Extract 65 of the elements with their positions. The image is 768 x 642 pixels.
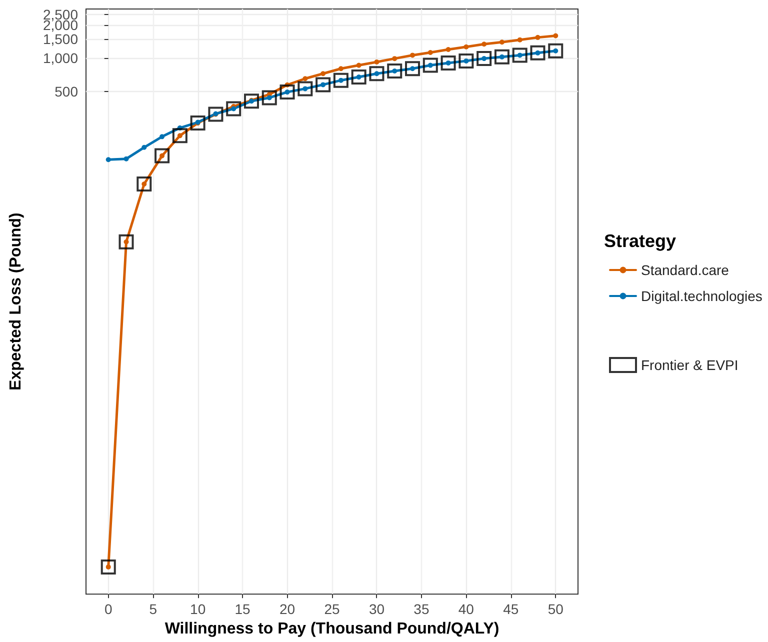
point <box>142 144 147 150</box>
point <box>106 157 111 162</box>
point <box>476 51 492 66</box>
y-axis-title: Expected Loss (Pound) <box>8 212 24 390</box>
point <box>208 106 224 122</box>
point <box>374 59 380 64</box>
y-tick-label: 1,500 <box>42 30 78 47</box>
x-tick-label: 40 <box>458 601 474 618</box>
point <box>392 56 398 62</box>
point <box>369 66 384 82</box>
point <box>440 55 456 70</box>
point <box>100 559 116 574</box>
point <box>410 52 416 58</box>
x-tick-label: 30 <box>368 601 385 618</box>
legend-label: Digital.technologies <box>641 288 762 304</box>
legend-title: Strategy <box>604 231 676 251</box>
point <box>446 47 451 52</box>
point <box>356 62 362 68</box>
legend-label: Standard.care <box>641 262 730 278</box>
point <box>512 48 528 63</box>
x-tick-label: 25 <box>324 601 340 618</box>
point <box>333 72 348 88</box>
point <box>482 42 487 47</box>
point <box>548 43 564 58</box>
point <box>190 116 206 131</box>
point <box>458 53 474 68</box>
point <box>535 34 540 40</box>
x-tick-label: 0 <box>104 601 112 618</box>
point <box>464 44 469 50</box>
x-tick-label: 15 <box>234 601 251 618</box>
point <box>298 81 313 96</box>
point <box>553 33 558 38</box>
point <box>320 71 326 76</box>
y-tick-label: 500 <box>54 83 78 100</box>
point <box>494 49 510 64</box>
point <box>499 40 504 45</box>
point <box>118 234 134 250</box>
point <box>136 176 152 192</box>
point <box>124 156 129 162</box>
point <box>428 50 433 56</box>
point <box>262 90 277 106</box>
point <box>338 66 344 72</box>
point <box>422 58 438 73</box>
y-tick-label: 1,000 <box>42 50 78 66</box>
x-tick-label: 10 <box>190 601 206 618</box>
x-tick-label: 20 <box>279 601 296 618</box>
point <box>316 77 331 92</box>
point <box>387 63 402 78</box>
point <box>405 61 420 76</box>
x-tick-label: 50 <box>548 601 564 618</box>
point <box>280 84 295 100</box>
point <box>160 134 165 140</box>
point <box>226 101 242 116</box>
x-tick-label: 35 <box>414 601 430 618</box>
point <box>517 37 522 42</box>
point <box>154 148 170 164</box>
point <box>172 128 188 144</box>
x-tick-label: 45 <box>503 601 519 618</box>
point <box>302 76 308 82</box>
x-axis-title: Willingness to Pay (Thousand Pound/QALY) <box>164 620 500 638</box>
point <box>530 45 546 60</box>
x-tick-label: 5 <box>149 601 158 618</box>
legend-label: Frontier & EVPI <box>641 357 738 373</box>
point <box>351 70 366 85</box>
point <box>244 94 259 109</box>
